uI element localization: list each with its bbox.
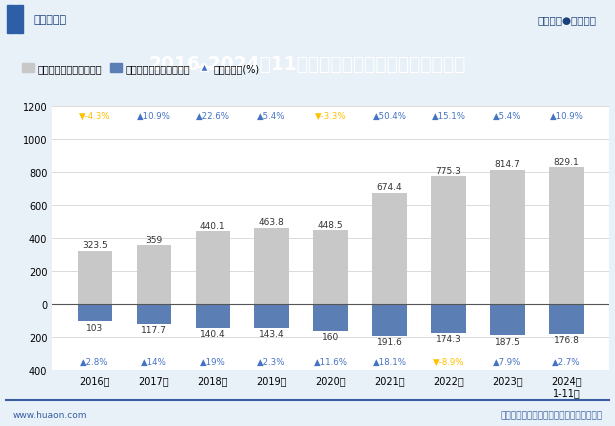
Text: 829.1: 829.1	[554, 158, 579, 167]
Text: 191.6: 191.6	[376, 337, 402, 346]
Text: ▲2.3%: ▲2.3%	[257, 357, 286, 366]
Bar	[77, 251, 112, 305]
Bar	[314, 305, 347, 331]
Text: ▼-4.3%: ▼-4.3%	[79, 112, 111, 121]
Bar	[7, 6, 15, 35]
Text: 专业严谨●客观科学: 专业严谨●客观科学	[538, 15, 597, 25]
Text: 814.7: 814.7	[494, 160, 520, 169]
Legend: 出口商品总值（亿美元）, 进口商品总值（亿美元）, 同比增长率(%): 出口商品总值（亿美元）, 进口商品总值（亿美元）, 同比增长率(%)	[18, 60, 264, 78]
Text: ▲5.4%: ▲5.4%	[493, 112, 522, 121]
Text: 176.8: 176.8	[554, 335, 579, 344]
Text: ▼-3.3%: ▼-3.3%	[315, 112, 346, 121]
Text: 775.3: 775.3	[435, 166, 461, 175]
Text: 674.4: 674.4	[377, 183, 402, 192]
Bar	[255, 305, 288, 328]
Text: 359: 359	[145, 235, 162, 244]
Bar	[77, 305, 112, 322]
Bar	[137, 305, 171, 324]
Text: 160: 160	[322, 332, 339, 341]
Text: 华经情报网: 华经情报网	[34, 15, 67, 25]
Bar	[490, 305, 525, 336]
Text: 143.4: 143.4	[259, 330, 284, 339]
Text: ▲15.1%: ▲15.1%	[432, 112, 466, 121]
Text: 323.5: 323.5	[82, 241, 108, 250]
Text: ▲5.4%: ▲5.4%	[257, 112, 286, 121]
Text: ▲7.9%: ▲7.9%	[493, 357, 522, 366]
Bar	[196, 232, 230, 305]
Text: ▲18.1%: ▲18.1%	[373, 357, 407, 366]
Bar	[373, 305, 407, 336]
Text: 174.3: 174.3	[435, 335, 461, 344]
Bar	[549, 305, 584, 334]
Text: ▲10.9%: ▲10.9%	[550, 112, 584, 121]
Text: 463.8: 463.8	[259, 218, 285, 227]
Text: ▲2.7%: ▲2.7%	[552, 357, 581, 366]
Bar	[549, 168, 584, 305]
Bar	[431, 177, 466, 305]
Bar	[373, 193, 407, 305]
Text: ▼-8.9%: ▼-8.9%	[433, 357, 464, 366]
Text: ▲11.6%: ▲11.6%	[314, 357, 347, 366]
Bar	[255, 228, 288, 305]
Bar	[196, 305, 230, 328]
Bar	[137, 245, 171, 305]
Bar	[314, 230, 347, 305]
Text: ▲50.4%: ▲50.4%	[373, 112, 407, 121]
Text: ▲22.6%: ▲22.6%	[196, 112, 229, 121]
Text: 2016-2024年11月中国与墨西哥进、出口商品总值: 2016-2024年11月中国与墨西哥进、出口商品总值	[149, 55, 466, 73]
Bar	[490, 170, 525, 305]
Text: ▲14%: ▲14%	[141, 357, 167, 366]
Text: 数据来源：中国海关，华经产业研究院整理: 数据来源：中国海关，华经产业研究院整理	[501, 410, 603, 420]
Bar	[431, 305, 466, 334]
Text: ▲2.8%: ▲2.8%	[81, 357, 109, 366]
Text: 103: 103	[86, 323, 103, 332]
Text: 117.7: 117.7	[141, 325, 167, 334]
Text: www.huaon.com: www.huaon.com	[12, 410, 87, 420]
Bar	[16, 6, 23, 35]
Text: 187.5: 187.5	[494, 337, 520, 346]
Text: ▲19%: ▲19%	[200, 357, 226, 366]
Text: 448.5: 448.5	[318, 220, 343, 229]
Text: ▲10.9%: ▲10.9%	[137, 112, 170, 121]
Text: 440.1: 440.1	[200, 222, 226, 230]
Text: 140.4: 140.4	[200, 329, 226, 338]
